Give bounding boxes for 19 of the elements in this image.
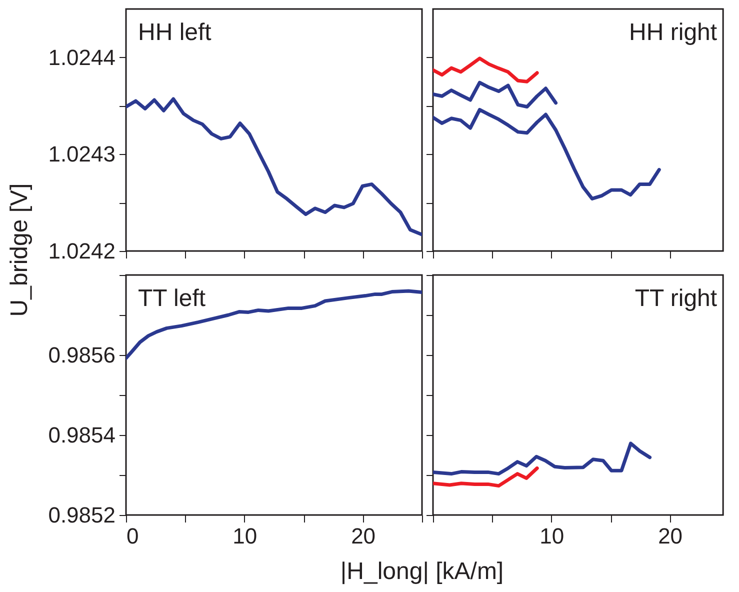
y-tick-label: 1.0242 xyxy=(48,238,116,264)
y-tick-label: 1.0244 xyxy=(48,44,116,70)
y-tick-label: 0.9854 xyxy=(48,422,116,448)
x-tick-label: 0 xyxy=(126,524,139,548)
x-tick-label: 20 xyxy=(658,524,683,548)
chart-title: TT left xyxy=(138,285,206,312)
chart-title: TT right xyxy=(634,285,718,312)
y-tick-label: 1.0243 xyxy=(48,142,116,167)
chart-title: HH left xyxy=(138,19,212,46)
chart-title: HH right xyxy=(629,19,718,46)
y-tick-label: 0.9852 xyxy=(48,502,116,528)
x-tick-label: 10 xyxy=(232,524,258,548)
x-tick-label: 20 xyxy=(351,524,376,548)
y-tick-label: 0.9856 xyxy=(48,342,116,368)
line-series xyxy=(126,289,422,360)
line-series xyxy=(126,97,422,236)
x-axis-title: |H_long| [kA/m] xyxy=(340,558,504,585)
x-tick-label: 10 xyxy=(540,524,564,548)
y-axis-title: U_bridge [V] xyxy=(6,183,33,317)
